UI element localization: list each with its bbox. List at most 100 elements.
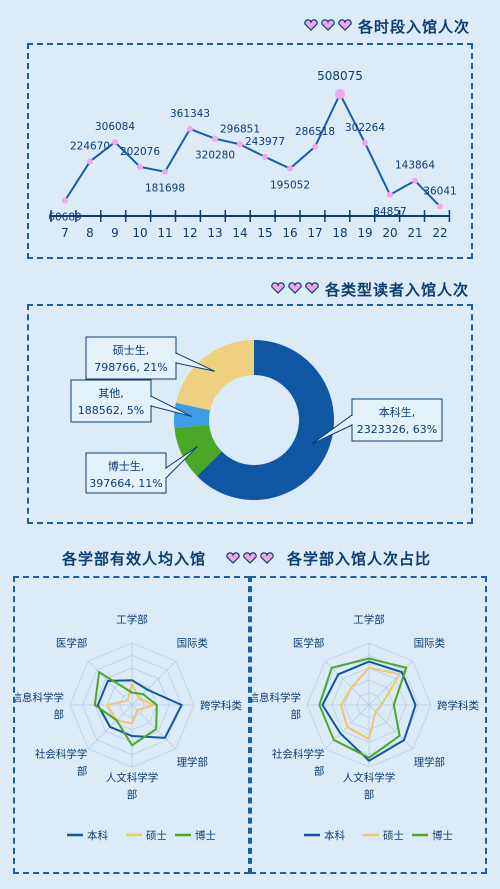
reader-type-chart-panel: 本科生, 2323326, 63% 博士生, 397664, 11% 其他, 188562… (27, 304, 473, 524)
callout-box (85, 452, 167, 494)
callout-box (85, 336, 177, 380)
data-point (437, 203, 443, 210)
x-tick-label: 22 (432, 226, 447, 240)
data-label: 181698 (145, 183, 185, 195)
radar-axis-label: 部 (127, 788, 138, 801)
doughnut-slice (175, 340, 254, 411)
radar-axis-label: 社会科学学 (272, 748, 325, 761)
data-point (362, 140, 368, 147)
data-label: 361343 (170, 108, 210, 120)
radar-axis-label: 信息科学学 (252, 691, 301, 704)
data-label: 143864 (395, 160, 435, 172)
data-point (62, 197, 68, 204)
data-label: 508075 (317, 69, 363, 83)
radar-series-1 (96, 679, 183, 739)
radar-axis-label: 理学部 (414, 756, 446, 769)
x-tick-label: 11 (157, 226, 172, 240)
x-tick-label: 9 (111, 226, 119, 240)
x-tick-label: 13 (207, 226, 222, 240)
dept-share-radar-panel: 工学部 国际类 跨学科类 理学部 人文科学学部社会科学学部信息科学学部医学部 本科 硕士 博士 (250, 576, 487, 874)
data-point (137, 163, 143, 170)
x-tick-label: 18 (332, 226, 347, 240)
doughnut-slice (174, 402, 211, 429)
radar-axis-label: 国际类 (177, 636, 209, 649)
heart-icon (288, 282, 302, 294)
x-tick-label: 7 (61, 226, 69, 240)
dept-avg-radar-panel: 工学部 国际类 跨学科类 理学部 人文科学学部社会科学学部信息科学学部医学部 本科 硕士 博士 (13, 576, 250, 874)
radar-axis-label: 跨学科类 (437, 699, 479, 712)
radar-axis-label: 跨学科类 (200, 699, 242, 712)
reader-type-chart-title: 各类型读者入馆人次 (325, 281, 470, 299)
callout-name: 本科生, (379, 405, 416, 419)
x-tick-label: 16 (282, 226, 297, 240)
data-point (287, 165, 293, 172)
radar-axis-label: 工学部 (353, 613, 385, 626)
data-label: 320280 (195, 150, 235, 162)
x-tick-label: 17 (307, 226, 322, 240)
radar-series-1 (321, 660, 417, 763)
data-point (187, 125, 193, 132)
x-tick-label: 20 (382, 226, 397, 240)
data-point (87, 158, 93, 165)
radar-spoke (87, 660, 133, 706)
radar-series-2 (105, 680, 157, 725)
radar-axis-label: 部 (291, 708, 302, 721)
data-point (237, 141, 243, 148)
radar-axis-label: 人文科学学 (343, 771, 396, 784)
data-label: 36041 (423, 185, 456, 197)
heart-icon (304, 19, 318, 31)
data-label: 243977 (245, 136, 285, 148)
series-line (64, 91, 441, 208)
data-label: 84857 (373, 206, 406, 218)
data-label: 60689 (48, 212, 81, 224)
data-point (335, 89, 345, 99)
radar-axis-label: 理学部 (177, 756, 209, 769)
radar-series-3 (93, 670, 158, 747)
radar-axis-label: 部 (77, 765, 88, 778)
heart-icon (260, 552, 274, 564)
callout-value: 188562, 5% (78, 404, 144, 417)
radar-axis-label: 国际类 (414, 636, 446, 649)
data-point (412, 177, 418, 184)
radar-axis-label: 工学部 (116, 613, 148, 626)
heart-icon (338, 19, 352, 31)
legend-label: 博士 (432, 829, 453, 842)
radar-axis-label: 医学部 (56, 636, 88, 649)
hourly-chart-panel: 7 8 9 10 11 12 13 14 15 16 17 18 19 20 21 22 60689 224670… (27, 43, 473, 259)
dept-avg-chart-title: 各学部有效人均入馆 (62, 550, 207, 568)
x-tick-label: 21 (407, 226, 422, 240)
doughnut-slice (196, 340, 334, 500)
data-point (262, 153, 268, 160)
callout-value: 798766, 21% (94, 361, 167, 374)
hearts-decoration (271, 282, 319, 294)
data-label: 302264 (345, 122, 385, 134)
x-tick-label: 19 (357, 226, 372, 240)
legend-label: 本科 (324, 829, 345, 842)
radar-series-2 (340, 666, 402, 741)
data-label: 202076 (120, 146, 160, 158)
callout-box (70, 379, 152, 423)
hourly-chart-title: 各时段入馆人次 (358, 18, 471, 36)
data-point (312, 143, 318, 150)
hearts-decoration (304, 19, 352, 31)
data-label: 224670 (70, 140, 110, 152)
callout-value: 2323326, 63% (357, 423, 437, 436)
radar-axis-label: 社会科学学 (35, 748, 88, 761)
callout-name: 硕士生, (113, 343, 150, 357)
legend-label: 博士 (195, 829, 216, 842)
radar-axis-label: 信息科学学 (15, 691, 64, 704)
data-point (112, 139, 118, 146)
x-tick-label: 15 (257, 226, 272, 240)
radar-series-3 (318, 657, 408, 759)
data-point (212, 135, 218, 142)
heart-icon (271, 282, 285, 294)
heart-icon (243, 552, 257, 564)
data-point (387, 191, 393, 198)
doughnut-slice (174, 424, 222, 477)
x-tick-label: 14 (232, 226, 247, 240)
callout-name: 其他, (98, 387, 124, 400)
heart-icon (305, 282, 319, 294)
legend-label: 硕士 (383, 829, 404, 842)
